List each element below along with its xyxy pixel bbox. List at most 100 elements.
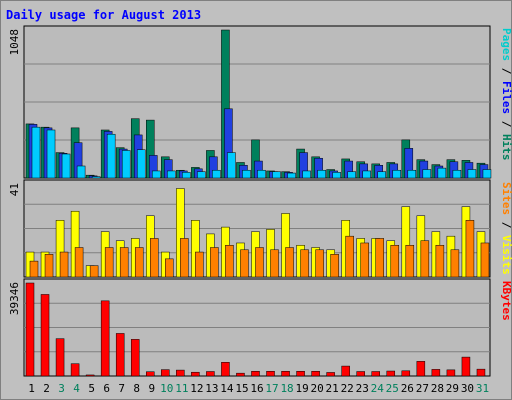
- bar-pages-day-21: [332, 172, 341, 179]
- bar-kbytes-day-13: [206, 371, 215, 377]
- bar-sites-day-11: [180, 238, 189, 278]
- bar-kbytes-day-17: [266, 371, 275, 377]
- chart-panels: 1048 Pages / Files / Hits 41 Sites / Visits…: [8, 25, 512, 377]
- day-label-23: 23: [356, 382, 369, 395]
- legend-part: Hits: [500, 134, 512, 161]
- bar-sites-day-28: [435, 244, 445, 278]
- day-label-24: 24: [371, 382, 385, 395]
- bar-pages-day-22: [347, 171, 356, 179]
- panel-max-label: 41: [8, 183, 21, 196]
- day-label-16: 16: [250, 382, 263, 395]
- day-label-19: 19: [295, 382, 308, 395]
- day-label-25: 25: [386, 382, 399, 395]
- bar-kbytes-day-4: [70, 363, 80, 377]
- bar-pages-day-4: [76, 165, 86, 179]
- bar-pages-day-25: [392, 169, 402, 179]
- bar-kbytes-day-27: [416, 361, 426, 377]
- panel-max-label: 39346: [8, 282, 21, 315]
- bar-kbytes-day-29: [446, 369, 456, 377]
- bar-sites-day-16: [255, 247, 264, 278]
- bar-kbytes-day-2: [40, 294, 50, 377]
- bar-sites-day-13: [210, 247, 219, 278]
- day-labels: 1 2 3 4 5 6 7 8 9 10 11 12 13 14 15 16 17 18 19 20 21 22 23 24 2…: [28, 382, 489, 395]
- bar-pages-day-28: [437, 167, 447, 179]
- bar-pages-day-3: [61, 153, 71, 179]
- day-label-14: 14: [220, 382, 234, 395]
- bar-pages-day-30: [467, 169, 477, 179]
- bar-kbytes-day-28: [431, 369, 441, 377]
- bar-sites-day-29: [450, 249, 460, 278]
- bar-kbytes-day-11: [176, 369, 185, 377]
- bar-pages-day-11: [182, 172, 191, 179]
- day-label-5: 5: [88, 382, 95, 395]
- panel-max-label: 1048: [8, 29, 21, 56]
- bar-kbytes-day-24: [371, 371, 380, 377]
- bar-sites-day-14: [225, 244, 234, 278]
- bar-kbytes-day-20: [311, 371, 320, 377]
- bar-kbytes-day-9: [146, 371, 155, 377]
- legend-part: Files: [500, 81, 512, 114]
- day-label-1: 1: [28, 382, 35, 395]
- bar-kbytes-day-15: [236, 372, 245, 377]
- bar-sites-day-12: [195, 251, 204, 278]
- bar-kbytes-day-3: [55, 338, 65, 377]
- day-label-13: 13: [205, 382, 218, 395]
- bar-pages-day-31: [482, 169, 492, 179]
- bar-pages-day-6: [106, 133, 116, 179]
- bar-pages-day-1: [31, 126, 41, 179]
- bar-kbytes-day-5: [85, 374, 95, 377]
- day-label-11: 11: [175, 382, 188, 395]
- bar-kbytes-day-26: [401, 370, 411, 377]
- bar-sites-day-18: [285, 247, 294, 278]
- day-label-12: 12: [190, 382, 203, 395]
- day-label-22: 22: [341, 382, 354, 395]
- bar-pages-day-9: [152, 170, 161, 179]
- bar-sites-day-7: [119, 247, 129, 278]
- bar-pages-day-10: [167, 170, 176, 179]
- bar-sites-day-23: [360, 242, 369, 278]
- bar-sites-day-26: [405, 244, 415, 278]
- bar-pages-day-26: [407, 169, 417, 179]
- bar-pages-day-13: [212, 169, 221, 179]
- bar-pages-day-5: [91, 176, 101, 179]
- panel-side-legend: KBytes: [500, 281, 512, 321]
- legend-part: /: [500, 114, 512, 134]
- bar-sites-day-27: [420, 240, 430, 278]
- day-label-29: 29: [446, 382, 459, 395]
- panel-visits-sites: 41 Sites / Visits: [8, 179, 512, 278]
- bar-sites-day-9: [150, 238, 159, 278]
- day-label-28: 28: [431, 382, 444, 395]
- bar-kbytes-day-1: [25, 282, 35, 377]
- legend-part: /: [500, 61, 512, 81]
- day-label-9: 9: [148, 382, 155, 395]
- bar-pages-day-14: [227, 152, 236, 179]
- panel-hits-files-pages: 1048 Pages / Files / Hits: [8, 25, 512, 179]
- panel-kbytes: 39346 KBytes: [8, 278, 512, 377]
- bar-kbytes-day-21: [326, 372, 335, 377]
- legend-part: Sites: [500, 182, 512, 215]
- bar-pages-day-24: [377, 171, 386, 179]
- bar-sites-day-8: [134, 247, 144, 278]
- panel-side-legend: Sites / Visits: [500, 182, 512, 275]
- bar-sites-day-31: [480, 242, 490, 278]
- bar-pages-day-12: [197, 171, 206, 179]
- bar-kbytes-day-25: [386, 370, 396, 377]
- day-label-17: 17: [265, 382, 278, 395]
- bar-sites-day-6: [104, 247, 114, 278]
- day-label-20: 20: [311, 382, 324, 395]
- bar-sites-day-15: [240, 249, 249, 278]
- legend-part: Pages: [500, 28, 512, 61]
- bar-sites-day-22: [345, 235, 354, 278]
- bar-kbytes-day-12: [191, 371, 200, 377]
- bar-pages-day-15: [242, 169, 251, 179]
- bar-sites-day-5: [89, 265, 99, 278]
- bar-kbytes-day-8: [130, 339, 140, 377]
- bar-sites-day-24: [375, 238, 384, 278]
- bar-sites-day-20: [315, 249, 324, 278]
- bar-kbytes-day-10: [161, 369, 170, 377]
- day-label-26: 26: [401, 382, 414, 395]
- day-label-4: 4: [73, 382, 80, 395]
- bar-sites-day-3: [59, 251, 69, 278]
- day-label-27: 27: [416, 382, 429, 395]
- legend-part: /: [500, 215, 512, 235]
